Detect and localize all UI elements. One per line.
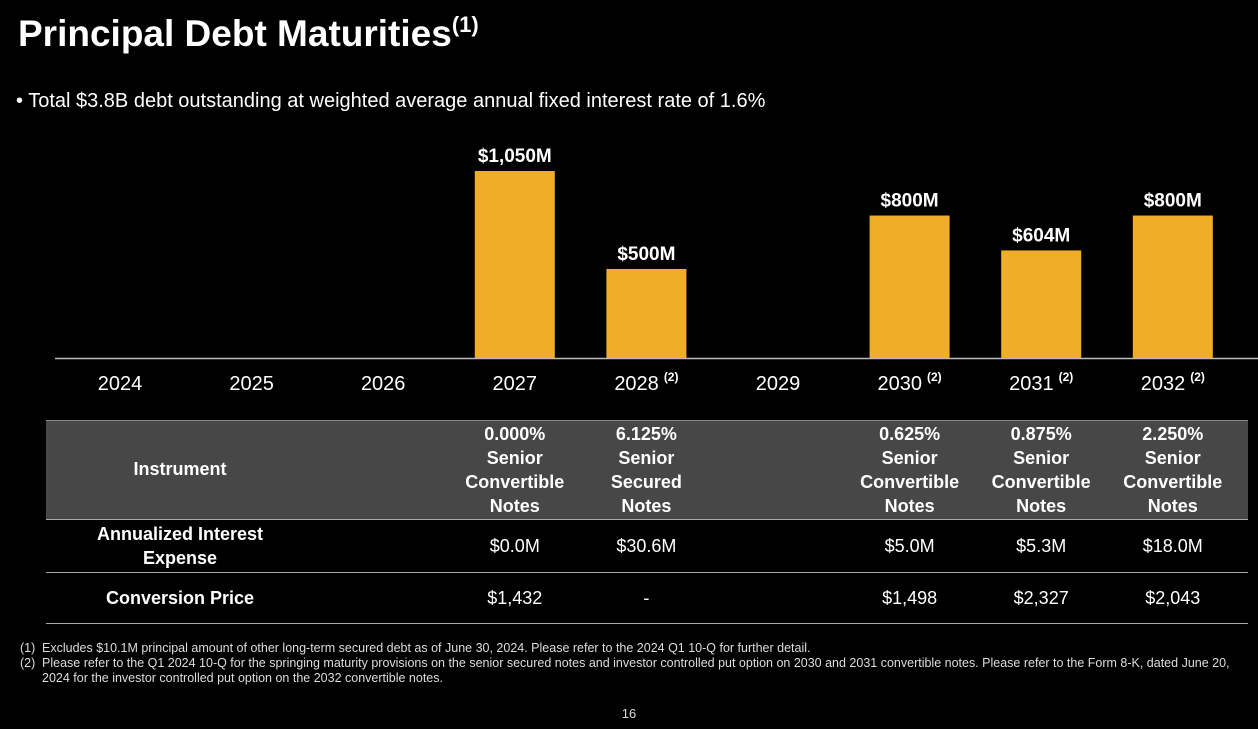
x-tick-label: 2032 (2) <box>1141 370 1205 395</box>
category-note: (2) <box>1190 370 1205 384</box>
x-tick-label: 2029 <box>756 373 801 395</box>
category-note: (2) <box>1059 370 1074 384</box>
row-label: Conversion Price <box>105 588 255 608</box>
table-cell: $18.0M <box>1142 535 1203 556</box>
x-tick-label: 2026 <box>361 373 406 395</box>
category: 2025 <box>229 373 274 395</box>
bar <box>474 171 555 358</box>
page-number: 16 <box>621 706 637 721</box>
footnote: (1) Excludes $10.1M principal amount of o… <box>20 641 1245 656</box>
footnote-text: Please refer to the Q1 2024 10-Q for the… <box>42 656 1230 685</box>
header-cell: 6.125% Senior Secured Notes <box>610 423 682 516</box>
subtitle-text: Total $3.8B debt outstanding at weighted… <box>28 90 766 112</box>
header-label: Instrument <box>133 459 227 479</box>
x-tick-label: 2024 <box>98 373 143 395</box>
x-tick-label: 2030 (2) <box>878 370 942 395</box>
table-cell: - <box>643 587 650 608</box>
value-label: $1,050M <box>478 146 552 167</box>
x-tick-label: 2031 (2) <box>1009 370 1073 395</box>
value-label: $500M <box>617 244 675 265</box>
category: 2024 <box>98 373 143 395</box>
table-header-band <box>46 420 1248 520</box>
category-note: (2) <box>664 370 679 384</box>
table-cell: $1,498 <box>882 587 938 608</box>
table-cell: $5.0M <box>884 535 935 556</box>
table-cell: $5.3M <box>1016 535 1067 556</box>
category: 2028 <box>614 373 659 395</box>
category: 2030 <box>878 373 923 395</box>
title-text: Principal Debt Maturities <box>18 13 452 54</box>
bar <box>1001 250 1082 358</box>
table-cell: $0.0M <box>489 535 540 556</box>
footnote: (2) Please refer to the Q1 2024 10-Q for … <box>20 656 1245 686</box>
category: 2032 <box>1141 373 1186 395</box>
table: Instrument 0.000% Senior Convertible Not… <box>46 420 1248 624</box>
header-cell: 0.875% Senior Convertible Notes <box>991 423 1091 516</box>
category: 2027 <box>493 373 538 395</box>
header-cell: 2.250% Senior Convertible Notes <box>1123 423 1223 516</box>
footnote-marker: (1) <box>20 641 36 655</box>
bar <box>606 268 687 358</box>
value-label: $604M <box>1012 225 1070 246</box>
row-rule <box>46 572 1248 573</box>
value-label: $800M <box>1144 191 1202 212</box>
table-cell: $2,043 <box>1145 587 1201 608</box>
bar <box>869 215 950 358</box>
subtitle: • Total $3.8B debt outstanding at weight… <box>16 90 766 112</box>
header-cell: 0.000% Senior Convertible Notes <box>465 423 565 516</box>
bar <box>1132 215 1213 358</box>
row-rule <box>46 519 1248 520</box>
title: Principal Debt Maturities(1) <box>18 12 479 55</box>
category: 2026 <box>361 373 406 395</box>
category-note: (2) <box>927 370 942 384</box>
row-rule <box>46 623 1248 624</box>
footnote-text: Excludes $10.1M principal amount of othe… <box>42 641 811 655</box>
footnotes: (1) Excludes $10.1M principal amount of o… <box>20 641 1245 686</box>
x-tick-label: 2027 <box>493 373 538 395</box>
table-cell: $30.6M <box>616 535 677 556</box>
x-tick-label: 2025 <box>229 373 274 395</box>
table-cell: $1,432 <box>487 587 543 608</box>
category: 2031 <box>1009 373 1054 395</box>
title-note: (1) <box>451 12 479 37</box>
header-cell: 0.625% Senior Convertible Notes <box>860 423 960 516</box>
table-cell: $2,327 <box>1013 587 1069 608</box>
chart: 2024 2025 2026 2027 $1,050M 2028 (2) $500M 2029 2… <box>55 146 1258 395</box>
footnote-marker: (2) <box>20 656 36 670</box>
category: 2029 <box>756 373 801 395</box>
row-label: Annualized Interest Expense <box>96 524 264 568</box>
x-tick-label: 2028 (2) <box>614 370 678 395</box>
value-label: $800M <box>881 191 939 212</box>
